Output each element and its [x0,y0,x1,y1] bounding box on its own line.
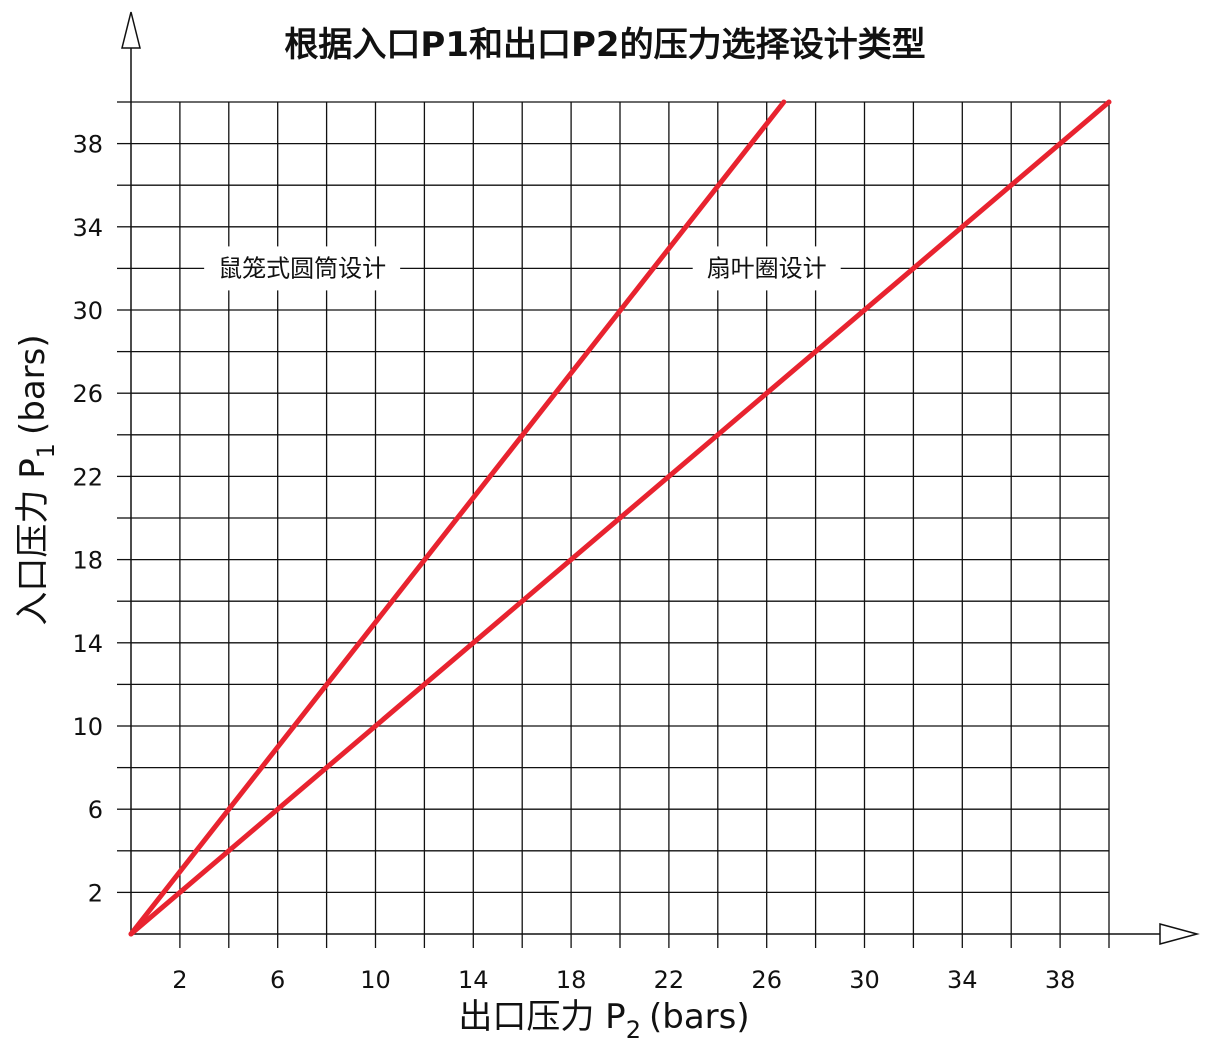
y-axis-label-unit: (bars) [13,334,53,435]
region-label-background [692,246,841,291]
x-tick-label: 26 [751,966,782,994]
y-tick-label: 2 [88,879,103,907]
y-tick-label: 14 [72,630,103,658]
region-label-2: 扇叶圈设计 [707,254,827,282]
y-tick-label: 26 [72,380,103,408]
x-tick-label: 30 [849,966,880,994]
x-tick-label: 22 [654,966,685,994]
y-axis-label: 入口压力 P1 (bars) [13,334,60,625]
y-tick-label: 6 [88,796,103,824]
y-tick-label: 18 [72,547,103,575]
x-axis-arrow [1159,923,1200,945]
y-axis-label-main: 入口压力 P [13,458,53,625]
region-label-1: 鼠笼式圆筒设计 [218,254,386,282]
y-tick-label: 34 [72,214,103,242]
series-line-1 [128,99,787,937]
x-tick-label: 2 [172,966,187,994]
y-axis-arrow [121,11,141,49]
grid [131,101,1110,934]
y-tick-label: 38 [72,131,103,159]
x-tick-label: 6 [270,966,285,994]
axes [121,11,1200,945]
annotations: 鼠笼式圆筒设计 扇叶圈设计 [204,246,841,291]
region-label-background [204,246,401,291]
x-tick-label: 10 [360,966,391,994]
series [128,99,1112,937]
x-axis-label-main: 出口压力 P [458,997,625,1037]
y-tick-label: 22 [72,463,103,491]
x-tick-label: 34 [947,966,978,994]
chart-title: 根据入口P1和出口P2的压力选择设计类型 [284,25,925,65]
y-tick-label: 30 [72,297,103,325]
x-tick-label: 14 [458,966,489,994]
x-axis-label-unit: (bars) [649,997,750,1037]
y-axis-label-sub: 1 [32,443,60,458]
x-tick-label: 18 [556,966,587,994]
x-tick-label: 38 [1045,966,1076,994]
x-axis-label-sub: 2 [626,1016,641,1039]
y-tick-label: 10 [72,713,103,741]
x-axis-label: 出口压力 P2 (bars) [458,997,749,1039]
series-line-2 [128,99,1112,937]
